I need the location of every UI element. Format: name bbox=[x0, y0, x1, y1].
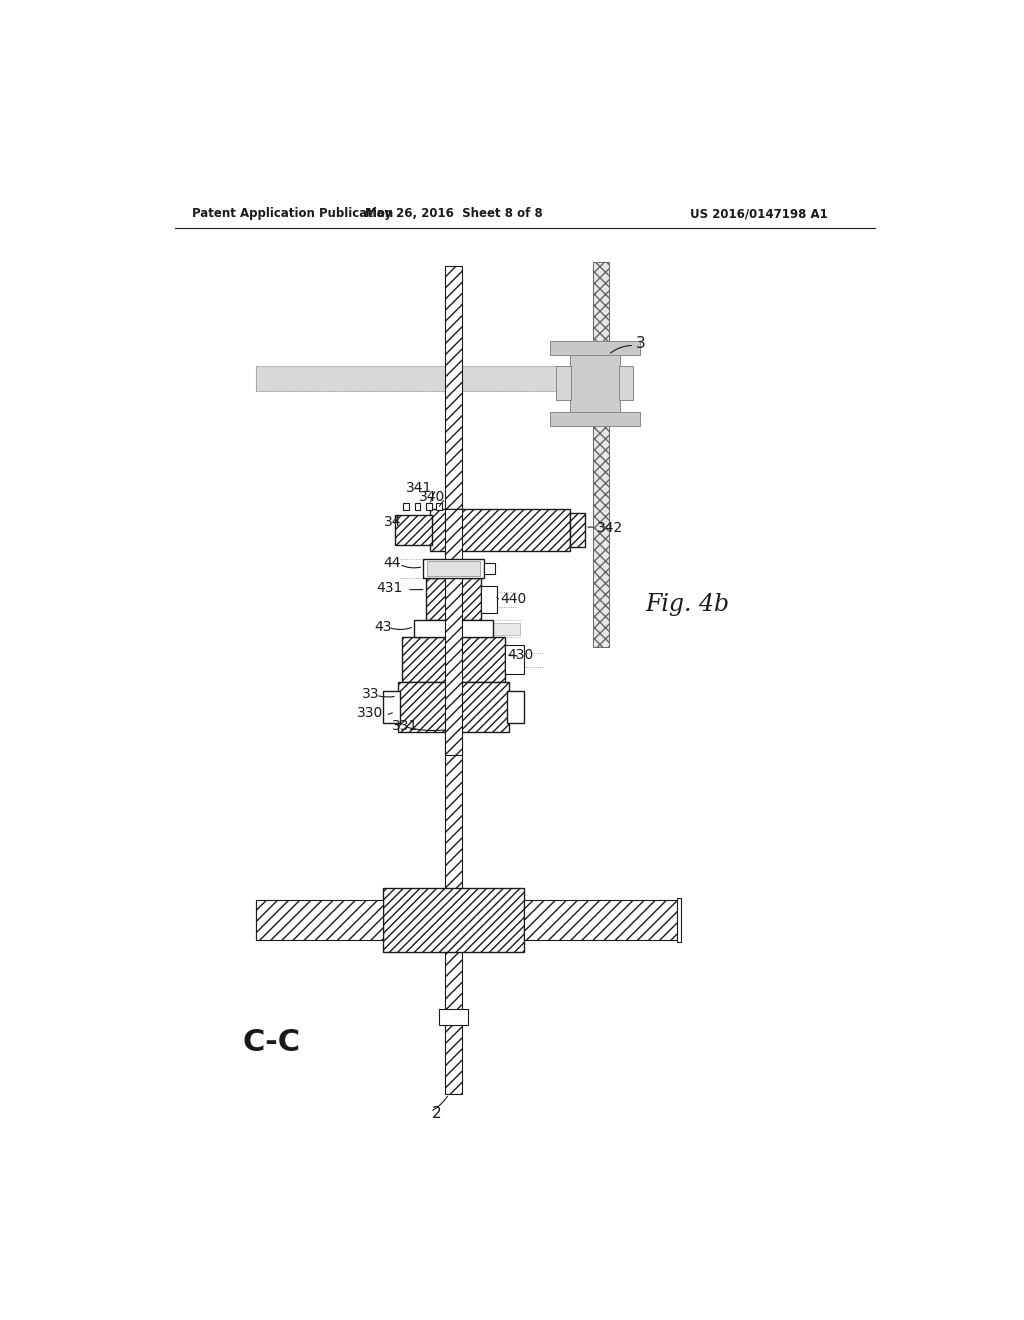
Bar bbox=[445, 952, 462, 1094]
Bar bbox=[414, 620, 493, 638]
Bar bbox=[426, 503, 432, 511]
Text: Fig. 4b: Fig. 4b bbox=[646, 594, 730, 616]
Bar bbox=[524, 900, 679, 940]
Text: US 2016/0147198 A1: US 2016/0147198 A1 bbox=[690, 207, 827, 220]
Text: Patent Application Publication: Patent Application Publication bbox=[191, 207, 393, 220]
Bar bbox=[505, 645, 524, 675]
Bar bbox=[256, 900, 383, 940]
Text: 440: 440 bbox=[500, 591, 526, 606]
Bar bbox=[436, 503, 442, 511]
Bar bbox=[569, 512, 586, 548]
Bar bbox=[423, 558, 483, 578]
Bar bbox=[445, 267, 462, 512]
Bar bbox=[678, 898, 681, 942]
Text: 331: 331 bbox=[391, 719, 418, 733]
Bar bbox=[395, 515, 432, 545]
Text: 3: 3 bbox=[636, 335, 645, 351]
Text: 44: 44 bbox=[384, 556, 401, 570]
Bar bbox=[398, 682, 509, 733]
Bar bbox=[445, 733, 462, 890]
Bar bbox=[427, 561, 480, 576]
Bar bbox=[493, 623, 520, 635]
Bar bbox=[445, 508, 462, 755]
Bar bbox=[618, 366, 633, 400]
Text: 340: 340 bbox=[419, 490, 444, 504]
Bar bbox=[415, 503, 420, 511]
Bar bbox=[403, 503, 409, 511]
Bar bbox=[481, 586, 497, 612]
Text: 342: 342 bbox=[597, 521, 624, 535]
Text: 2: 2 bbox=[432, 1106, 441, 1121]
Text: 330: 330 bbox=[356, 706, 383, 719]
Bar bbox=[383, 692, 400, 723]
Bar bbox=[256, 367, 592, 391]
Text: 34: 34 bbox=[384, 515, 401, 529]
Text: 431: 431 bbox=[376, 581, 402, 595]
Bar bbox=[438, 1010, 468, 1024]
Bar bbox=[483, 562, 496, 574]
Bar bbox=[550, 341, 640, 355]
Bar bbox=[426, 578, 481, 620]
Text: 33: 33 bbox=[362, 686, 380, 701]
Bar bbox=[507, 692, 524, 723]
Text: May 26, 2016  Sheet 8 of 8: May 26, 2016 Sheet 8 of 8 bbox=[365, 207, 543, 220]
Bar bbox=[556, 366, 571, 400]
Bar bbox=[550, 412, 640, 425]
Text: C-C: C-C bbox=[243, 1028, 301, 1057]
Bar bbox=[383, 888, 524, 952]
Bar bbox=[569, 348, 621, 418]
Text: 341: 341 bbox=[406, 480, 432, 495]
Bar bbox=[593, 263, 608, 647]
Text: 430: 430 bbox=[508, 648, 534, 663]
Bar bbox=[402, 638, 505, 682]
Text: 43: 43 bbox=[375, 619, 392, 634]
Bar bbox=[430, 508, 569, 552]
